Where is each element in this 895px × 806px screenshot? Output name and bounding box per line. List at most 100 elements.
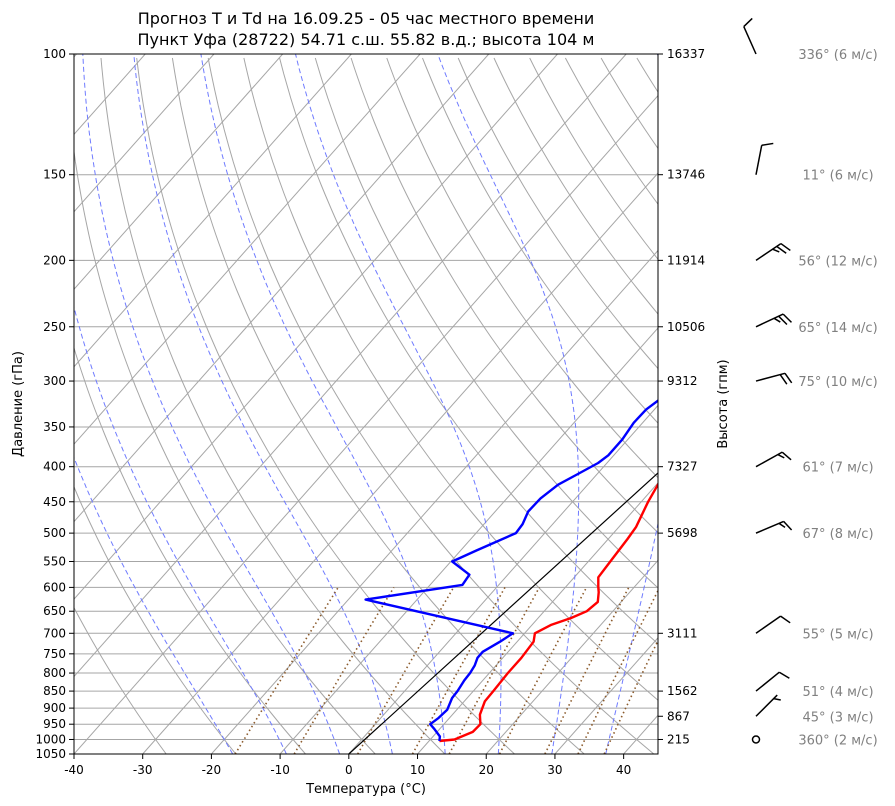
isotherm-line: [74, 54, 215, 213]
barb-feather: [782, 313, 792, 323]
y-tick-label: 850: [43, 684, 66, 698]
dry-adiabat: [279, 57, 658, 645]
moist-adiabat: [74, 305, 287, 754]
dry-adiabat: [673, 58, 895, 754]
dry-adiabat: [600, 57, 658, 150]
barb-feather: [778, 315, 788, 326]
barb-feather: [778, 522, 786, 528]
dry-adiabat: [386, 57, 658, 479]
height-tick-label: 3111: [667, 626, 698, 640]
barb-feather: [773, 317, 781, 323]
height-tick-label: 867: [667, 709, 690, 723]
dry-adiabat: [74, 485, 237, 754]
x-tick-label: -10: [270, 763, 290, 777]
y-axis: 100 150 200 250 300 350 400 450 500 550 600 650 700 7…: [35, 47, 74, 761]
isotherm-line: [74, 54, 352, 368]
barb-feather: [777, 453, 785, 459]
barb-staff: [755, 671, 780, 692]
dry-adiabat: [207, 57, 655, 754]
moist-adiabat: [660, 54, 861, 754]
dry-adiabat: [171, 57, 585, 754]
calm-circle: [751, 735, 761, 744]
y-tick-label: 450: [43, 495, 66, 509]
height-tick-label: 215: [667, 732, 690, 746]
moist-adiabat: [200, 54, 446, 754]
isotherm-line: [74, 54, 421, 445]
wind-label: 55° (5 м/с): [802, 627, 873, 642]
moist-adiabat: [74, 456, 234, 754]
x-tick-label: -40: [64, 763, 84, 777]
x-tick-label: 30: [547, 763, 562, 777]
isotherm-line: [211, 249, 658, 754]
dry-adiabat: [350, 57, 658, 534]
height-tick-label: 11914: [667, 253, 705, 267]
isotherm-line: [74, 54, 627, 678]
wind-column: 336° (6 м/с) 11° (6 м/с) 56° (12 м/с) 65° (…: [743, 17, 878, 748]
dry-adiabat: [100, 57, 446, 754]
dry-adiabat: [564, 57, 658, 205]
dry-adiabat: [74, 346, 306, 754]
wind-label: 67° (8 м/с): [802, 527, 873, 542]
moist-adiabat: [133, 54, 393, 754]
height-axis-label: Высота (гпм): [716, 359, 731, 448]
wind-barb: 51° (4 м/с): [755, 671, 874, 700]
wind-label: 45° (3 м/с): [802, 710, 873, 725]
moist-adiabat: [437, 54, 580, 754]
dry-adiabat: [74, 606, 167, 754]
y-tick-label: 350: [43, 420, 66, 434]
x-tick-label: -30: [133, 763, 153, 777]
moist-adiabat: [295, 54, 502, 754]
dry-adiabat: [243, 57, 658, 701]
wind-label: 65° (14 м/с): [798, 321, 877, 336]
barb-feather: [761, 142, 774, 146]
dry-adiabat: [136, 57, 515, 754]
height-tick-label: 10506: [667, 320, 705, 334]
wind-barb: 360° (2 м/с): [751, 733, 878, 748]
barb-feather: [776, 245, 787, 254]
mixing-ratio-line: [293, 586, 395, 754]
wind-label: 56° (12 м/с): [798, 254, 877, 269]
x-tick-label: 0: [345, 763, 353, 777]
height-tick-label: 16337: [667, 47, 705, 61]
y-tick-label: 600: [43, 580, 66, 594]
barb-feather: [780, 615, 791, 624]
x-axis-label: Температура (°C): [305, 782, 426, 797]
isotherm-line: [0, 54, 8, 754]
dry-adiabat: [457, 57, 658, 370]
wind-barb: 65° (14 м/с): [755, 313, 878, 336]
moist-adiabat: [82, 54, 341, 754]
wind-label: 11° (6 м/с): [802, 169, 873, 184]
mixing-ratio-line: [411, 587, 506, 754]
height-axis: 16337 13746 11914 10506 9312 7327 5698 3111 1562…: [658, 47, 705, 746]
wind-barb: 11° (6 м/с): [755, 142, 874, 184]
dry-adiabat: [493, 57, 658, 315]
wind-barb: 75° (10 м/с): [755, 372, 878, 390]
y-tick-label: 950: [43, 717, 66, 731]
dry-adiabat: [780, 58, 895, 754]
barb-feather: [779, 374, 788, 385]
dry-adiabat: [887, 58, 895, 754]
height-tick-label: 1562: [667, 684, 698, 698]
wind-label: 360° (2 м/с): [798, 733, 877, 748]
barb-staff: [755, 615, 782, 634]
wind-barb: 61° (7 м/с): [755, 451, 874, 476]
isotherm-line: [142, 172, 658, 754]
wind-barb: 336° (6 м/с): [743, 17, 878, 63]
isotherm-line: [74, 94, 658, 754]
wind-label: 336° (6 м/с): [798, 48, 877, 63]
y-tick-label: 1050: [35, 747, 66, 761]
chart-subtitle: Пункт Уфа (28722) 54.71 с.ш. 55.82 в.д.;…: [138, 30, 595, 49]
y-tick-label: 750: [43, 647, 66, 661]
profile-line: [439, 482, 658, 743]
barb-feather: [781, 451, 792, 461]
isotherm-line: [74, 54, 558, 600]
wind-barb: 56° (12 м/с): [755, 242, 878, 269]
dry-adiabat: [74, 148, 376, 754]
barb-feather: [783, 520, 793, 531]
dry-adiabat: [636, 57, 658, 93]
wind-label: 61° (7 м/с): [802, 461, 873, 476]
y-tick-label: 100: [43, 47, 66, 61]
x-tick-label: 40: [616, 763, 631, 777]
y-tick-label: 800: [43, 666, 66, 680]
